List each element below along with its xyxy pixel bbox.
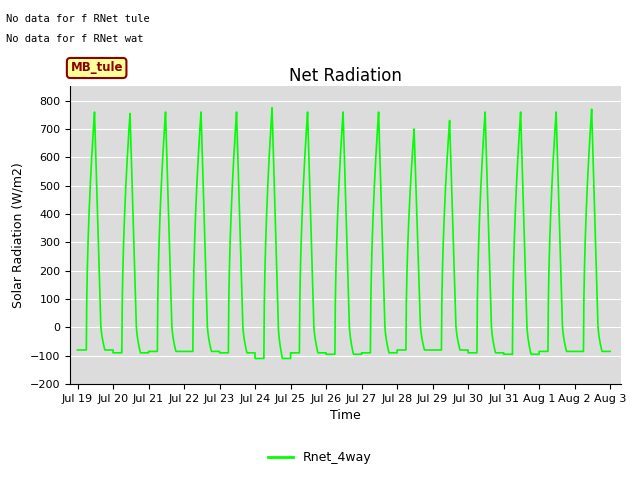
- Text: No data for f RNet tule: No data for f RNet tule: [6, 14, 150, 24]
- Text: No data for f RNet wat: No data for f RNet wat: [6, 34, 144, 44]
- Title: Net Radiation: Net Radiation: [289, 67, 402, 85]
- Legend: Rnet_4way: Rnet_4way: [263, 446, 377, 469]
- Text: MB_tule: MB_tule: [70, 61, 123, 74]
- Y-axis label: Solar Radiation (W/m2): Solar Radiation (W/m2): [12, 162, 24, 308]
- X-axis label: Time: Time: [330, 409, 361, 422]
